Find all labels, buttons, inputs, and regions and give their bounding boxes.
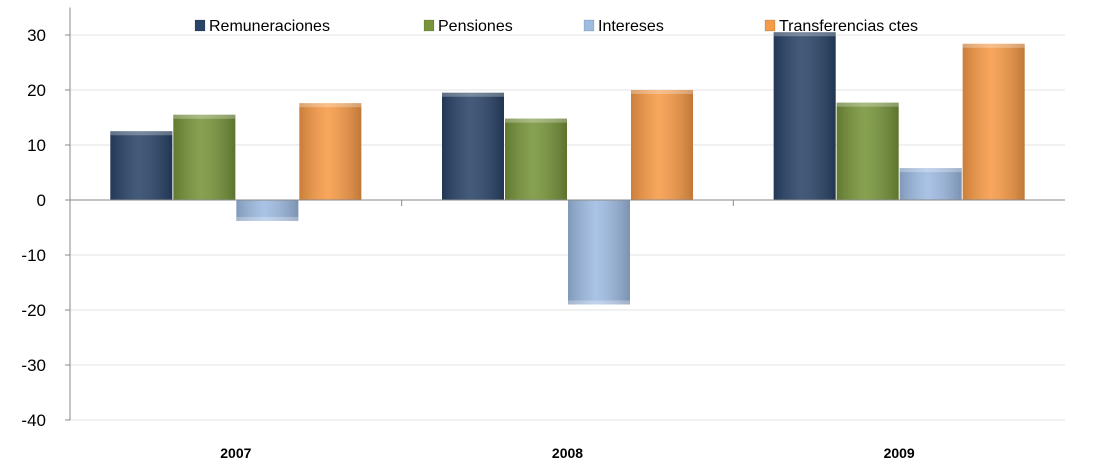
y-tick-label: 0: [37, 191, 46, 210]
bar-bevel: [836, 102, 899, 107]
bar-bevel: [631, 90, 693, 94]
bar-shading: [631, 90, 693, 200]
bar-shading: [899, 168, 962, 200]
y-tick-label: -30: [21, 356, 46, 375]
y-tick-label: -40: [21, 411, 46, 430]
bar-bevel: [899, 168, 962, 173]
legend-swatch: [194, 19, 206, 32]
gridlines: [70, 34, 1065, 421]
x-tick-label: 2008: [552, 445, 583, 461]
bar-bevel: [442, 92, 504, 97]
axes: [65, 7, 1065, 421]
bar-bevel: [568, 300, 630, 305]
bar-shading: [568, 200, 630, 305]
x-tick-label: 2007: [220, 445, 251, 461]
legend-label: Intereses: [598, 18, 664, 35]
bar-bevel: [962, 43, 1025, 48]
legend-label: Transferencias ctes: [779, 18, 918, 35]
bar-bevel: [236, 216, 299, 221]
bars: [110, 32, 1025, 305]
y-tick-label: 30: [27, 26, 46, 45]
x-tick-label: 2009: [884, 445, 915, 461]
bar-shading: [299, 103, 362, 200]
bar-bevel: [773, 32, 836, 37]
bar-shading: [773, 32, 836, 200]
legend-label: Remuneraciones: [209, 18, 330, 35]
legend-swatch: [583, 19, 595, 32]
bar-shading: [236, 200, 299, 221]
legend: Remuneraciones Pensiones Intereses Transfer…: [194, 18, 918, 35]
bar-bevel: [299, 103, 362, 108]
legend-swatch: [764, 19, 776, 32]
y-tick-label: 10: [27, 136, 46, 155]
y-tick-label: 20: [27, 81, 46, 100]
bar-shading: [110, 131, 173, 200]
y-tick-labels: 30 20 10 0 -10 -20 -30 -40: [21, 26, 46, 430]
y-tick-label: -20: [21, 301, 46, 320]
bar-shading: [173, 114, 236, 200]
bar-shading: [442, 92, 504, 200]
bar-bevel: [173, 114, 236, 119]
y-tick-label: -10: [21, 246, 46, 265]
legend-swatch: [423, 19, 435, 32]
bar-shading: [962, 43, 1025, 200]
bar-shading: [505, 118, 567, 200]
bar-bevel: [505, 118, 567, 123]
bar-bevel: [110, 131, 173, 136]
x-tick-labels: 2007 2008 2009: [220, 445, 915, 461]
legend-label: Pensiones: [438, 18, 513, 35]
bar-shading: [836, 102, 899, 200]
